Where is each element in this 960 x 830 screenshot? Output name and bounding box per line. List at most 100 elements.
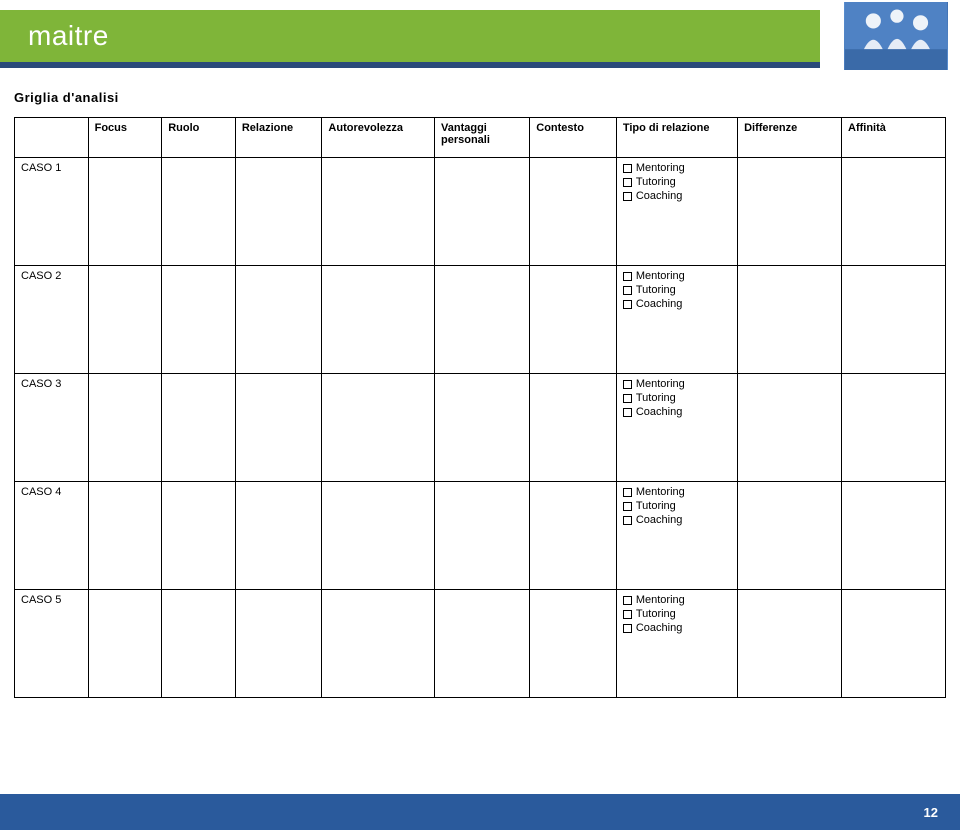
table-header-row: Focus Ruolo Relazione Autorevolezza Vant… <box>15 118 946 158</box>
checkbox-icon[interactable] <box>623 178 632 187</box>
tipo-option: Coaching <box>623 406 731 418</box>
empty-cell <box>842 158 946 266</box>
logo-strip: maitre <box>0 10 820 62</box>
empty-cell <box>162 374 236 482</box>
empty-cell <box>88 266 162 374</box>
empty-cell <box>235 590 322 698</box>
checkbox-icon[interactable] <box>623 286 632 295</box>
row-label: CASO 1 <box>15 158 89 266</box>
tipo-option-label: Tutoring <box>636 500 676 512</box>
empty-cell <box>322 374 435 482</box>
tipo-checklist: Mentoring Tutoring Coaching <box>623 594 731 634</box>
table-row: CASO 1 Mentoring Tutoring Coaching <box>15 158 946 266</box>
tipo-checklist: Mentoring Tutoring Coaching <box>623 486 731 526</box>
page-number: 12 <box>924 805 938 820</box>
tipo-cell: Mentoring Tutoring Coaching <box>616 266 737 374</box>
footer-bar: 12 <box>0 794 960 830</box>
checkbox-icon[interactable] <box>623 272 632 281</box>
empty-cell <box>322 266 435 374</box>
empty-cell <box>235 158 322 266</box>
empty-cell <box>842 374 946 482</box>
row-label: CASO 2 <box>15 266 89 374</box>
checkbox-icon[interactable] <box>623 502 632 511</box>
col-ruolo: Ruolo <box>162 118 236 158</box>
checkbox-icon[interactable] <box>623 192 632 201</box>
empty-cell <box>435 374 530 482</box>
empty-cell <box>162 158 236 266</box>
tipo-option: Mentoring <box>623 486 731 498</box>
col-focus: Focus <box>88 118 162 158</box>
col-contesto: Contesto <box>530 118 617 158</box>
tipo-option: Coaching <box>623 298 731 310</box>
checkbox-icon[interactable] <box>623 394 632 403</box>
checkbox-icon[interactable] <box>623 488 632 497</box>
tipo-option: Mentoring <box>623 594 731 606</box>
empty-cell <box>738 266 842 374</box>
tipo-option: Tutoring <box>623 176 731 188</box>
tipo-checklist: MentoringTutoringCoaching <box>623 378 731 418</box>
tipo-option-label: Tutoring <box>636 176 676 188</box>
checkbox-icon[interactable] <box>623 516 632 525</box>
brand-logo: maitre <box>28 20 109 52</box>
empty-cell <box>738 590 842 698</box>
empty-cell <box>235 266 322 374</box>
empty-cell <box>738 482 842 590</box>
tipo-option-label: Coaching <box>636 622 682 634</box>
analysis-table: Focus Ruolo Relazione Autorevolezza Vant… <box>14 117 946 698</box>
empty-cell <box>842 266 946 374</box>
checkbox-icon[interactable] <box>623 596 632 605</box>
tipo-option-label: Mentoring <box>636 378 685 390</box>
col-relazione: Relazione <box>235 118 322 158</box>
tipo-option: Mentoring <box>623 270 731 282</box>
col-affinita: Affinità <box>842 118 946 158</box>
tipo-cell: MentoringTutoringCoaching <box>616 374 737 482</box>
empty-cell <box>322 482 435 590</box>
checkbox-icon[interactable] <box>623 380 632 389</box>
tipo-option-label: Coaching <box>636 514 682 526</box>
table-row: CASO 4MentoringTutoringCoaching <box>15 482 946 590</box>
tipo-option: Tutoring <box>623 284 731 296</box>
empty-cell <box>435 482 530 590</box>
tipo-option-label: Mentoring <box>636 594 685 606</box>
accent-underline <box>0 62 820 68</box>
col-tipo: Tipo di relazione <box>616 118 737 158</box>
tipo-option: Mentoring <box>623 378 731 390</box>
checkbox-icon[interactable] <box>623 300 632 309</box>
empty-cell <box>435 158 530 266</box>
tipo-option-label: Coaching <box>636 298 682 310</box>
tipo-cell: Mentoring Tutoring Coaching <box>616 158 737 266</box>
empty-cell <box>738 374 842 482</box>
empty-cell <box>738 158 842 266</box>
tipo-option: Mentoring <box>623 162 731 174</box>
empty-cell <box>530 266 617 374</box>
checkbox-icon[interactable] <box>623 624 632 633</box>
empty-cell <box>88 374 162 482</box>
empty-cell <box>162 590 236 698</box>
row-label: CASO 3 <box>15 374 89 482</box>
empty-cell <box>530 374 617 482</box>
tipo-option: Coaching <box>623 514 731 526</box>
empty-cell <box>322 158 435 266</box>
analysis-grid: Focus Ruolo Relazione Autorevolezza Vant… <box>0 117 960 698</box>
tipo-option: Coaching <box>623 190 731 202</box>
tipo-option: Tutoring <box>623 608 731 620</box>
empty-cell <box>162 482 236 590</box>
tipo-option-label: Mentoring <box>636 486 685 498</box>
empty-cell <box>842 590 946 698</box>
empty-cell <box>842 482 946 590</box>
tipo-option-label: Coaching <box>636 190 682 202</box>
empty-cell <box>530 158 617 266</box>
table-row: CASO 3 MentoringTutoringCoaching <box>15 374 946 482</box>
checkbox-icon[interactable] <box>623 164 632 173</box>
col-blank <box>15 118 89 158</box>
empty-cell <box>435 266 530 374</box>
page-title: Griglia d'analisi <box>14 90 960 105</box>
tipo-checklist: Mentoring Tutoring Coaching <box>623 162 731 202</box>
checkbox-icon[interactable] <box>623 408 632 417</box>
header-photo <box>842 0 950 72</box>
empty-cell <box>88 158 162 266</box>
table-row: CASO 5MentoringTutoringCoaching <box>15 590 946 698</box>
checkbox-icon[interactable] <box>623 610 632 619</box>
tipo-cell: Mentoring Tutoring Coaching <box>616 482 737 590</box>
table-row: CASO 2 Mentoring Tutoring Coaching <box>15 266 946 374</box>
